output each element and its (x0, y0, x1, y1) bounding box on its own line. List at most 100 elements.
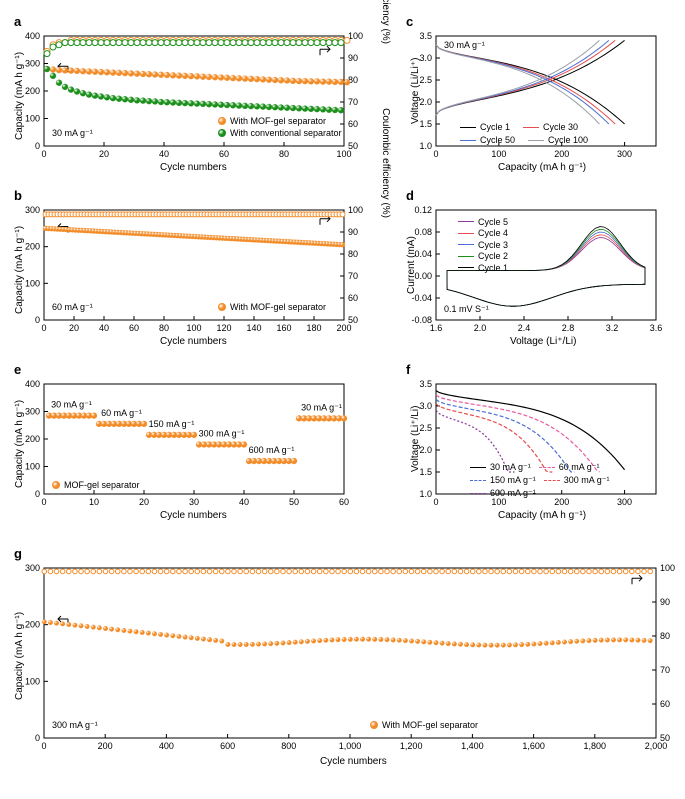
svg-text:600: 600 (220, 741, 235, 751)
panel-d-legend: Cycle 5Cycle 4Cycle 3Cycle 2Cycle 1 (458, 215, 508, 273)
svg-text:0: 0 (35, 489, 40, 499)
svg-text:140: 140 (246, 323, 261, 333)
marker-icon (370, 721, 378, 729)
panel-b-rate: 60 mA g⁻¹ (52, 302, 93, 313)
marker-icon (52, 481, 60, 489)
svg-text:40: 40 (99, 323, 109, 333)
svg-text:1,800: 1,800 (584, 741, 607, 751)
line-icon (458, 256, 474, 257)
panel-a-ylabel-l: Capacity (mA h g⁻¹) (14, 52, 25, 140)
svg-text:60: 60 (348, 293, 358, 303)
legend-text: With MOF-gel separator (230, 302, 326, 312)
panel-c-ylabel: Voltage (Li/Li⁺) (410, 58, 421, 124)
line-icon (523, 127, 539, 128)
svg-text:300: 300 (617, 149, 632, 159)
svg-text:0: 0 (41, 741, 46, 751)
line-icon (470, 467, 486, 468)
svg-text:50: 50 (348, 315, 358, 325)
legend-text: 150 mA g⁻¹ (490, 475, 536, 486)
panel-g-chart: 02004006008001,0001,2001,4001,6001,8002,… (44, 568, 656, 738)
svg-text:70: 70 (348, 271, 358, 281)
line-icon (460, 127, 476, 128)
panel-g-ylabel-l: Capacity (mA h g⁻¹) (14, 612, 25, 700)
svg-text:0: 0 (35, 315, 40, 325)
panel-c-label: c (406, 14, 413, 29)
panel-b-label: b (14, 188, 22, 203)
legend-text: Cycle 4 (478, 228, 508, 238)
panel-e-chart: 0102030405060010020030040030 mA g⁻¹60 mA… (44, 384, 344, 494)
legend-text: Cycle 5 (478, 217, 508, 227)
panel-g-label: g (14, 546, 22, 561)
svg-text:2.5: 2.5 (419, 423, 432, 433)
svg-text:3.5: 3.5 (419, 379, 432, 389)
svg-text:1.5: 1.5 (419, 467, 432, 477)
legend-text: Cycle 50 (480, 135, 515, 146)
svg-text:300: 300 (25, 59, 40, 69)
svg-text:100: 100 (186, 323, 201, 333)
legend-text: Cycle 100 (548, 135, 588, 146)
panel-e-xlabel: Cycle numbers (160, 510, 227, 521)
svg-text:3.2: 3.2 (606, 323, 619, 333)
line-icon (544, 480, 560, 481)
svg-text:60: 60 (339, 497, 349, 507)
svg-text:100: 100 (25, 462, 40, 472)
svg-text:300: 300 (25, 205, 40, 215)
panel-f-xlabel: Capacity (mA h g⁻¹) (498, 510, 586, 521)
svg-text:3.6: 3.6 (650, 323, 663, 333)
svg-text:30 mA g⁻¹: 30 mA g⁻¹ (51, 400, 92, 410)
line-icon (458, 233, 474, 234)
svg-text:200: 200 (25, 620, 40, 630)
svg-text:1.5: 1.5 (419, 119, 432, 129)
legend-text: Cycle 3 (478, 240, 508, 250)
panel-f-label: f (406, 362, 410, 377)
svg-text:1.0: 1.0 (419, 141, 432, 151)
line-icon (539, 467, 555, 468)
svg-text:-0.04: -0.04 (411, 293, 432, 303)
svg-text:30 mA g⁻¹: 30 mA g⁻¹ (301, 402, 342, 412)
svg-text:3.0: 3.0 (419, 53, 432, 63)
svg-text:400: 400 (25, 379, 40, 389)
svg-text:0: 0 (433, 149, 438, 159)
svg-text:60: 60 (348, 119, 358, 129)
svg-text:100: 100 (660, 563, 675, 573)
svg-text:60: 60 (660, 699, 670, 709)
svg-text:60: 60 (219, 149, 229, 159)
panel-e-ylabel: Capacity (mA h g⁻¹) (14, 400, 25, 488)
legend-text: With MOF-gel separator (382, 720, 478, 730)
svg-text:2.4: 2.4 (518, 323, 531, 333)
svg-text:20: 20 (139, 497, 149, 507)
svg-text:2.5: 2.5 (419, 75, 432, 85)
line-icon (528, 140, 544, 141)
line-icon (470, 493, 486, 494)
legend-text: With MOF-gel separator (230, 116, 326, 126)
legend-text: MOF-gel separator (64, 480, 140, 490)
svg-text:400: 400 (25, 31, 40, 41)
panel-d-rate: 0.1 mV S⁻¹ (444, 304, 489, 315)
svg-text:1,200: 1,200 (400, 741, 423, 751)
panel-c-rate: 30 mA g⁻¹ (444, 40, 485, 51)
legend-text: Cycle 1 (480, 122, 510, 133)
svg-text:50: 50 (660, 733, 670, 743)
panel-d-xlabel: Voltage (Li⁺/Li) (510, 336, 576, 347)
panel-a-xlabel: Cycle numbers (160, 162, 227, 173)
svg-text:2.8: 2.8 (562, 323, 575, 333)
svg-text:300: 300 (25, 563, 40, 573)
legend-text: Cycle 1 (478, 263, 508, 273)
svg-text:100: 100 (25, 114, 40, 124)
svg-text:90: 90 (348, 227, 358, 237)
panel-a-rate: 30 mA g⁻¹ (52, 128, 93, 139)
svg-text:0: 0 (35, 141, 40, 151)
svg-text:150 mA g⁻¹: 150 mA g⁻¹ (149, 419, 195, 429)
marker-icon (218, 117, 226, 125)
legend-text: 30 mA g⁻¹ (490, 462, 531, 473)
panel-b-ylabel-r: Coulombic efficiency (%) (380, 108, 391, 218)
legend-text: 300 mA g⁻¹ (564, 475, 610, 486)
svg-text:180: 180 (306, 323, 321, 333)
line-icon (460, 140, 476, 141)
svg-text:90: 90 (660, 597, 670, 607)
svg-text:70: 70 (348, 97, 358, 107)
svg-text:0.04: 0.04 (414, 249, 432, 259)
svg-text:200: 200 (25, 434, 40, 444)
svg-text:200: 200 (25, 86, 40, 96)
svg-text:1,000: 1,000 (339, 741, 362, 751)
